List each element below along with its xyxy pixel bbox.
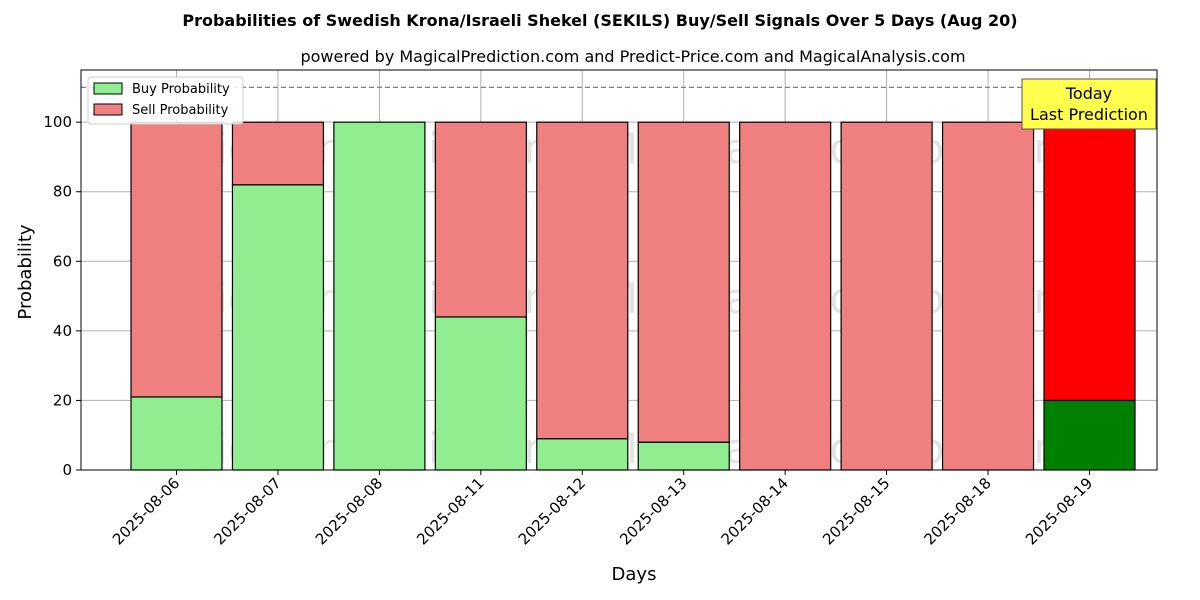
bar-buy <box>333 121 426 471</box>
chart-title: Probabilities of Swedish Krona/Israeli S… <box>182 11 1017 30</box>
annotation-line2: Last Prediction <box>1030 105 1148 124</box>
annotation-line1: Today <box>1065 84 1112 103</box>
y-tick-label: 40 <box>53 322 72 340</box>
bar-sell <box>941 121 1035 471</box>
x-tick-label: 2025-08-06 <box>109 474 183 548</box>
x-tick-label: 2025-08-13 <box>616 474 690 548</box>
bar-buy <box>231 184 325 471</box>
x-tick-label: 2025-08-07 <box>210 474 284 548</box>
legend-label-sell: Sell Probability <box>132 103 229 118</box>
legend-box <box>87 76 244 125</box>
x-tick-label: 2025-08-15 <box>819 474 893 548</box>
bar-buy <box>637 441 730 471</box>
legend: Buy Probability Sell Probability <box>87 76 244 125</box>
bar-sell <box>1043 121 1136 402</box>
x-axis-label: Days <box>612 564 657 585</box>
bar-buy <box>536 438 629 471</box>
x-tick-label: 2025-08-11 <box>413 474 487 548</box>
bar-sell <box>434 121 527 318</box>
y-tick-label: 60 <box>53 252 72 270</box>
bar-sell <box>536 121 629 440</box>
x-tick-label: 2025-08-08 <box>312 474 386 548</box>
y-tick-label: 20 <box>53 391 72 409</box>
x-tick-label: 2025-08-14 <box>718 474 792 548</box>
bar-sell <box>739 121 832 471</box>
bar-layer <box>130 121 1136 471</box>
legend-swatch-sell <box>93 103 123 116</box>
today-annotation: Today Last Prediction <box>1021 78 1157 130</box>
bar-sell <box>130 121 223 398</box>
x-tick-label: 2025-08-12 <box>515 474 589 548</box>
y-axis-label: Probability <box>15 224 36 319</box>
annotation-box <box>1021 78 1157 130</box>
plot-frame <box>80 69 1158 471</box>
x-tick-label: 2025-08-18 <box>921 474 995 548</box>
chart-subtitle: powered by MagicalPrediction.com and Pre… <box>300 47 965 66</box>
bar-sell <box>231 121 325 186</box>
bar-buy <box>434 316 527 471</box>
legend-swatch-buy <box>93 82 123 95</box>
y-tick-label: 100 <box>43 113 72 131</box>
bar-buy <box>130 396 223 471</box>
y-tick-label: 80 <box>53 183 72 201</box>
bar-sell <box>840 121 933 471</box>
legend-label-buy: Buy Probability <box>132 82 230 97</box>
bar-buy <box>1043 399 1136 471</box>
bar-sell <box>637 121 730 443</box>
x-tick-label: 2025-08-19 <box>1022 474 1096 548</box>
y-tick-label: 0 <box>62 461 72 479</box>
